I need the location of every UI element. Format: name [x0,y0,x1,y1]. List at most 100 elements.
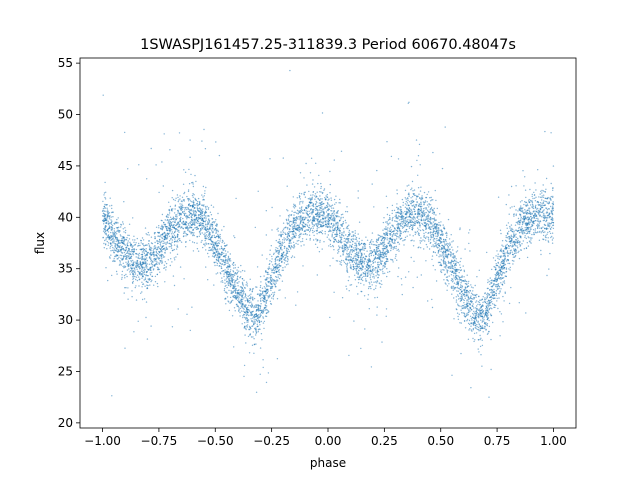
scatter-point [254,321,256,323]
scatter-point [495,294,498,297]
scatter-point [435,246,438,248]
scatter-point [207,279,209,281]
scatter-point [104,198,107,200]
scatter-point [161,213,164,216]
scatter-point [483,316,485,318]
scatter-point [168,221,170,223]
scatter-point [376,261,379,264]
scatter-point [154,241,156,244]
scatter-point [403,217,405,220]
scatter-point [270,261,273,263]
scatter-point [347,227,349,230]
scatter-point [320,204,322,207]
scatter-point [127,242,129,244]
scatter-point [113,230,116,232]
scatter-point [455,299,458,301]
scatter-point [509,245,512,247]
scatter-point [297,213,299,215]
scatter-point [524,236,526,239]
scatter-point [539,202,542,204]
scatter-point [204,232,206,234]
scatter-point [522,217,525,219]
scatter-point [242,292,245,294]
scatter-point [171,197,173,199]
scatter-point [108,236,111,238]
scatter-point [540,249,542,252]
scatter-point [288,222,290,225]
scatter-point [366,275,369,277]
scatter-point [201,204,203,206]
scatter-point [178,231,180,233]
scatter-point [498,267,500,269]
scatter-point [372,273,375,275]
scatter-point [192,250,195,252]
scatter-point [431,306,434,309]
scatter-point [424,201,426,203]
scatter-point [288,238,291,241]
scatter-point [535,215,537,217]
scatter-point [297,243,299,245]
scatter-point [386,239,388,241]
scatter-point [343,230,345,233]
scatter-point [456,280,459,283]
scatter-point [188,217,190,219]
scatter-point [278,234,280,236]
scatter-point [471,319,473,321]
scatter-point [298,233,301,236]
scatter-point [440,263,442,265]
scatter-point [472,305,474,308]
scatter-point [332,231,334,233]
scatter-point [296,197,298,199]
scatter-point [310,208,312,210]
scatter-point [487,281,489,284]
scatter-point [194,207,196,209]
scatter-point [410,208,412,211]
scatter-point [518,220,520,222]
scatter-point [143,273,146,276]
scatter-point [418,229,420,231]
scatter-point [111,220,113,222]
scatter-point [213,234,215,237]
scatter-point [170,222,172,224]
scatter-point [321,248,323,250]
scatter-point [114,235,117,238]
scatter-point [255,343,257,345]
scatter-point [452,252,455,255]
scatter-point [488,294,491,296]
scatter-point [464,295,466,298]
scatter-point [493,288,495,291]
scatter-point [190,233,192,235]
scatter-point [309,231,311,233]
scatter-point [379,242,382,244]
scatter-point [358,261,360,264]
scatter-point [542,216,545,218]
scatter-point [289,69,291,72]
scatter-point [217,251,219,253]
scatter-point [132,239,134,241]
scatter-point [249,278,251,280]
scatter-point [184,209,186,211]
scatter-point [358,241,360,243]
scatter-point [355,244,357,246]
scatter-point [491,303,494,305]
scatter-point [508,213,510,215]
scatter-point [397,275,399,278]
scatter-point [335,212,338,214]
scatter-point [440,259,443,261]
scatter-point [339,260,341,263]
scatter-point [112,260,114,262]
scatter-point [455,258,457,260]
scatter-point [502,245,504,247]
scatter-point [182,183,185,185]
scatter-point [327,215,329,217]
scatter-point [448,238,451,240]
scatter-point [346,254,348,256]
scatter-point [299,217,301,220]
scatter-point [468,242,470,245]
scatter-point [131,246,133,249]
scatter-point [113,250,115,252]
scatter-point [452,249,454,251]
scatter-point [174,204,177,206]
scatter-point [406,204,408,206]
scatter-point [209,211,212,213]
